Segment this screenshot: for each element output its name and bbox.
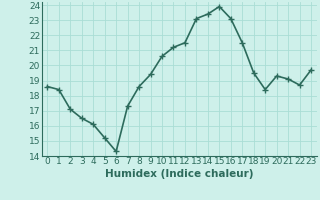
X-axis label: Humidex (Indice chaleur): Humidex (Indice chaleur) [105,169,253,179]
